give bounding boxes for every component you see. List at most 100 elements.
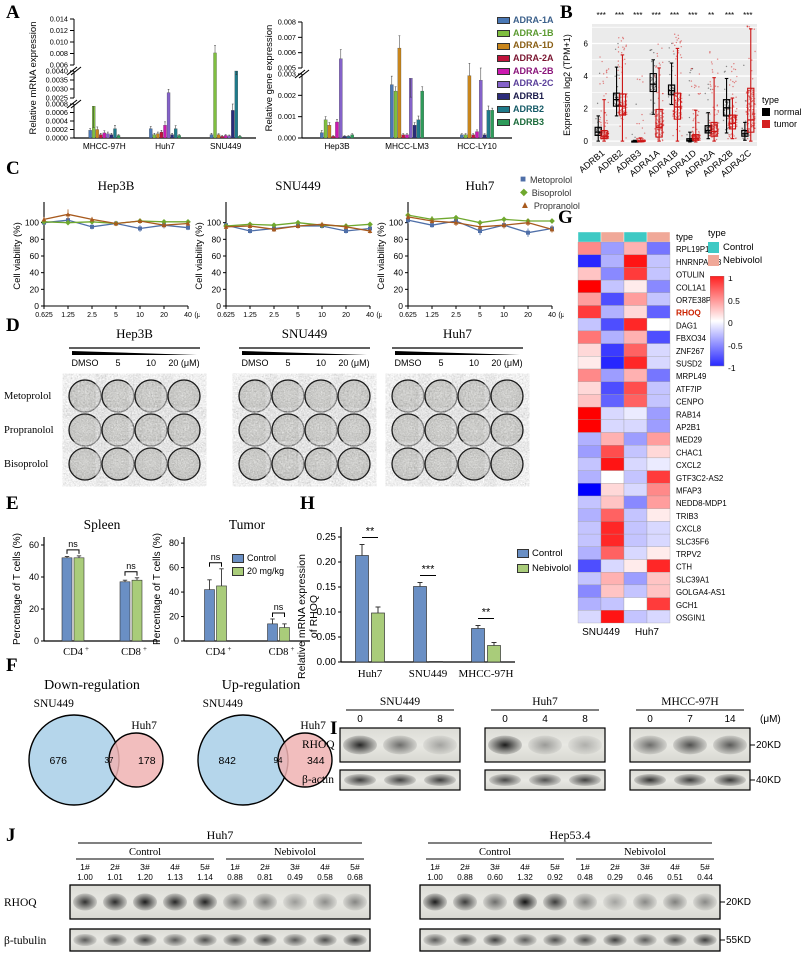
svg-text:80: 80 bbox=[212, 234, 222, 244]
svg-text:5: 5 bbox=[438, 358, 443, 368]
svg-text:CXCL2: CXCL2 bbox=[676, 461, 701, 470]
svg-text:SNU449: SNU449 bbox=[582, 627, 620, 638]
svg-text:Hep53.4: Hep53.4 bbox=[550, 828, 591, 842]
svg-text:***: *** bbox=[596, 11, 605, 20]
svg-text:SNU449: SNU449 bbox=[409, 668, 448, 680]
svg-text:Huh7: Huh7 bbox=[443, 326, 472, 341]
svg-text:ns: ns bbox=[211, 552, 221, 562]
svg-text:Relative mRNA expression: Relative mRNA expression bbox=[296, 554, 308, 679]
svg-text:20 (μM): 20 (μM) bbox=[491, 358, 522, 368]
svg-text:5#: 5# bbox=[700, 862, 710, 872]
svg-text:GCH1: GCH1 bbox=[676, 601, 698, 610]
svg-text:2#: 2# bbox=[460, 862, 470, 872]
svg-text:2: 2 bbox=[584, 105, 589, 114]
svg-text:60: 60 bbox=[29, 540, 39, 550]
svg-text:SNU449: SNU449 bbox=[275, 178, 321, 193]
svg-text:4: 4 bbox=[584, 72, 589, 81]
svg-text:SLC39A1: SLC39A1 bbox=[676, 575, 709, 584]
svg-text:1.14: 1.14 bbox=[197, 873, 213, 882]
svg-text:0.006: 0.006 bbox=[278, 48, 296, 57]
svg-text:6: 6 bbox=[584, 40, 589, 49]
svg-text:Metoprolol: Metoprolol bbox=[4, 391, 51, 402]
svg-text:RAB14: RAB14 bbox=[676, 410, 701, 419]
svg-text:SNU449: SNU449 bbox=[210, 141, 242, 151]
svg-text:0.88: 0.88 bbox=[227, 873, 243, 882]
svg-text:CHAC1: CHAC1 bbox=[676, 448, 702, 457]
svg-text:NEDD8-MDP1: NEDD8-MDP1 bbox=[676, 499, 727, 508]
svg-text:Cell viability (%): Cell viability (%) bbox=[376, 222, 387, 290]
svg-text:DMSO: DMSO bbox=[242, 358, 269, 368]
svg-text:***: *** bbox=[651, 11, 660, 20]
svg-text:***: *** bbox=[688, 11, 697, 20]
svg-text:1.13: 1.13 bbox=[167, 873, 183, 882]
svg-text:**: ** bbox=[482, 607, 491, 619]
svg-text:676: 676 bbox=[49, 755, 67, 767]
svg-text:3#: 3# bbox=[640, 862, 650, 872]
svg-text:0.0004: 0.0004 bbox=[46, 117, 68, 126]
svg-text:0.0002: 0.0002 bbox=[46, 125, 68, 134]
svg-text:Huh7: Huh7 bbox=[358, 668, 383, 680]
svg-text:3#: 3# bbox=[290, 862, 300, 872]
svg-text:+: + bbox=[85, 645, 89, 653]
svg-text:5#: 5# bbox=[550, 862, 560, 872]
svg-text:+: + bbox=[291, 645, 295, 653]
svg-text:0: 0 bbox=[584, 137, 589, 146]
svg-text:DMSO: DMSO bbox=[72, 358, 99, 368]
svg-text:10: 10 bbox=[146, 358, 156, 368]
svg-text:AP2B1: AP2B1 bbox=[676, 423, 700, 432]
svg-text:55KD: 55KD bbox=[726, 935, 751, 946]
svg-text:2#: 2# bbox=[610, 862, 620, 872]
svg-text:β-actin: β-actin bbox=[302, 774, 334, 786]
svg-text:0.5: 0.5 bbox=[728, 296, 740, 306]
svg-text:DMSO: DMSO bbox=[395, 358, 422, 368]
svg-text:40: 40 bbox=[212, 268, 222, 278]
svg-text:Control: Control bbox=[129, 847, 161, 858]
svg-text:+: + bbox=[143, 645, 147, 653]
svg-text:20 (μM): 20 (μM) bbox=[338, 358, 369, 368]
svg-text:3#: 3# bbox=[490, 862, 500, 872]
svg-text:0: 0 bbox=[728, 318, 733, 328]
svg-text:0.012: 0.012 bbox=[50, 26, 68, 35]
svg-text:0: 0 bbox=[398, 301, 403, 311]
svg-text:37: 37 bbox=[105, 756, 114, 765]
svg-text:RHOQ: RHOQ bbox=[302, 739, 335, 751]
svg-text:GTF3C2-AS2: GTF3C2-AS2 bbox=[676, 474, 723, 483]
svg-text:OR7E38P: OR7E38P bbox=[676, 296, 711, 305]
svg-text:100: 100 bbox=[25, 218, 39, 228]
svg-text:***: *** bbox=[422, 564, 436, 576]
svg-text:***: *** bbox=[725, 11, 734, 20]
svg-text:Percentage of T cells (%): Percentage of T cells (%) bbox=[12, 533, 23, 645]
svg-text:MED29: MED29 bbox=[676, 436, 702, 445]
svg-text:Percentage of T cells (%): Percentage of T cells (%) bbox=[152, 533, 163, 645]
svg-text:20: 20 bbox=[169, 612, 179, 622]
svg-text:Cell viability (%): Cell viability (%) bbox=[194, 222, 205, 290]
svg-text:5#: 5# bbox=[200, 862, 210, 872]
svg-text:Up-regulation: Up-regulation bbox=[222, 678, 301, 693]
svg-text:Nebivolol: Nebivolol bbox=[624, 847, 666, 858]
svg-text:-1: -1 bbox=[728, 363, 736, 373]
svg-text:1.20: 1.20 bbox=[137, 873, 153, 882]
svg-text:0.006: 0.006 bbox=[50, 61, 68, 70]
svg-text:0.49: 0.49 bbox=[287, 873, 303, 882]
svg-text:Tumor: Tumor bbox=[229, 517, 266, 532]
svg-text:2#: 2# bbox=[260, 862, 270, 872]
svg-text:20: 20 bbox=[394, 284, 404, 294]
svg-text:60: 60 bbox=[212, 251, 222, 261]
svg-text:0.002: 0.002 bbox=[278, 91, 296, 100]
svg-text:40: 40 bbox=[29, 572, 39, 582]
svg-text:1: 1 bbox=[728, 276, 733, 283]
svg-text:Control: Control bbox=[479, 847, 511, 858]
svg-text:HCC-LY10: HCC-LY10 bbox=[457, 141, 497, 151]
svg-text:0.001: 0.001 bbox=[278, 112, 296, 121]
svg-text:DAG1: DAG1 bbox=[676, 321, 697, 330]
svg-text:40: 40 bbox=[169, 587, 179, 597]
svg-text:0.29: 0.29 bbox=[607, 873, 623, 882]
svg-text:β-tubulin: β-tubulin bbox=[4, 935, 47, 947]
svg-text:***: *** bbox=[633, 11, 642, 20]
svg-text:MHCC-97H: MHCC-97H bbox=[458, 668, 513, 680]
svg-text:GOLGA4-AS1: GOLGA4-AS1 bbox=[676, 588, 725, 597]
svg-text:COL1A1: COL1A1 bbox=[676, 283, 706, 292]
svg-text:of RHOQ: of RHOQ bbox=[308, 595, 320, 638]
svg-text:4#: 4# bbox=[670, 862, 680, 872]
svg-text:Huh7: Huh7 bbox=[532, 696, 558, 708]
